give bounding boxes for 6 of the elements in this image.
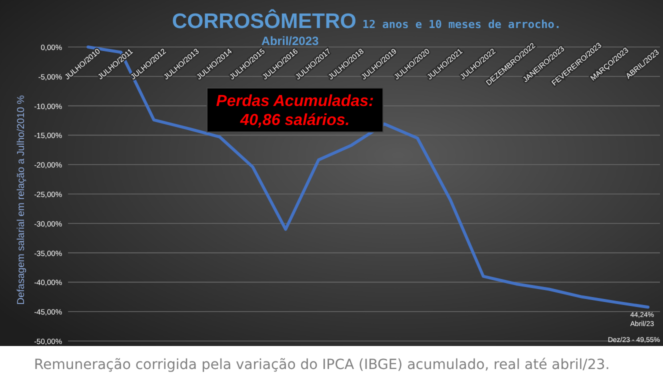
annotation: Perdas Acumuladas: 40,86 salários. [216, 93, 374, 129]
chart-title: CORROSÔMETRO [172, 10, 356, 33]
text: Remuneração corrigida pela variação do IPCA (IBGE) acumulado, real até abril/23. [34, 357, 610, 373]
chart-subtitle: 12 anos e 10 meses de arrocho. [362, 18, 562, 31]
annotation: Abril/2023 [261, 34, 319, 48]
y-axis-title: Defasagem salarial em relação a Julho/2010 % [16, 95, 27, 305]
